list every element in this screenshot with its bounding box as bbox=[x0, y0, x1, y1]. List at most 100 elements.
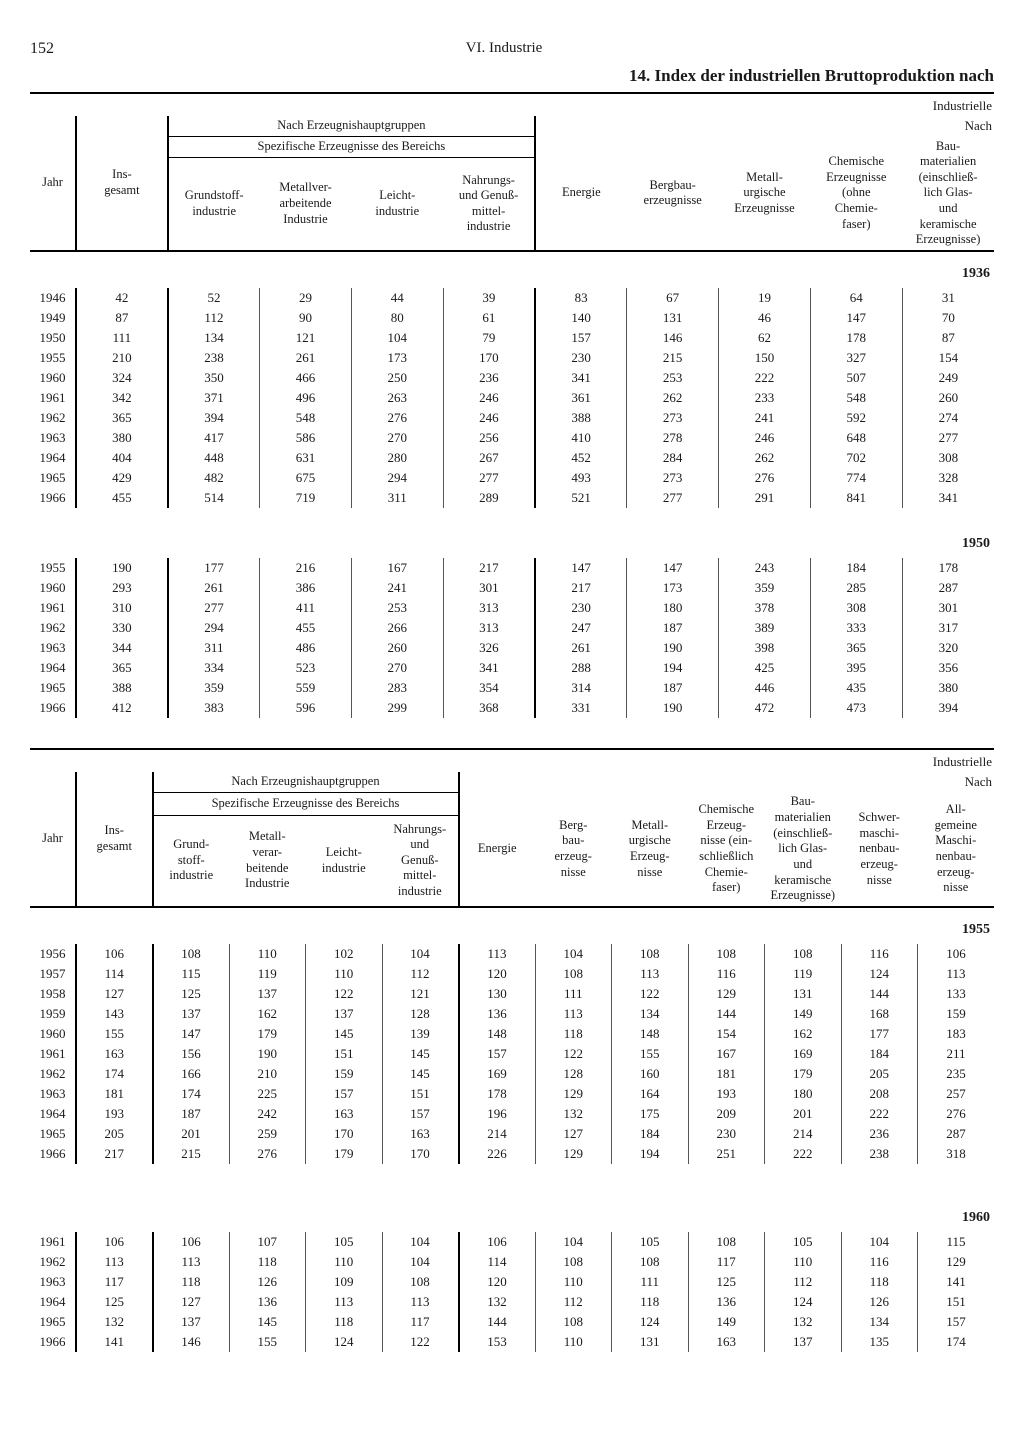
cell-value: 120 bbox=[459, 964, 536, 984]
cell-value: 113 bbox=[153, 1252, 230, 1272]
cell-value: 148 bbox=[459, 1024, 536, 1044]
cell-value: 308 bbox=[810, 598, 902, 618]
cell-value: 162 bbox=[229, 1004, 306, 1024]
base-year: 1950 bbox=[30, 526, 994, 558]
hdr-energie: Energie bbox=[535, 137, 627, 251]
hdr-leicht: Leicht-industrie bbox=[351, 157, 443, 251]
cell-value: 104 bbox=[535, 944, 612, 964]
cell-value: 113 bbox=[76, 1252, 153, 1272]
cell-value: 151 bbox=[306, 1044, 383, 1064]
table-row: 1958127125137122121130111122129131144133 bbox=[30, 984, 994, 1004]
table-row: 1961342371496263246361262233548260 bbox=[30, 388, 994, 408]
cell-year: 1961 bbox=[30, 388, 76, 408]
cell-value: 107 bbox=[229, 1232, 306, 1252]
cell-value: 194 bbox=[627, 658, 719, 678]
page-number: 152 bbox=[30, 40, 54, 58]
cell-value: 133 bbox=[918, 984, 995, 1004]
cell-value: 135 bbox=[841, 1332, 918, 1352]
table-row: 1962174166210159145169128160181179205235 bbox=[30, 1064, 994, 1084]
cell-value: 299 bbox=[351, 698, 443, 718]
cell-value: 187 bbox=[627, 618, 719, 638]
table-row: 1961310277411253313230180378308301 bbox=[30, 598, 994, 618]
cell-value: 122 bbox=[306, 984, 383, 1004]
cell-value: 217 bbox=[535, 578, 627, 598]
cell-value: 104 bbox=[351, 328, 443, 348]
cell-value: 80 bbox=[351, 308, 443, 328]
cell-value: 163 bbox=[382, 1124, 459, 1144]
cell-value: 216 bbox=[260, 558, 352, 578]
cell-value: 276 bbox=[719, 468, 811, 488]
cell-year: 1965 bbox=[30, 678, 76, 698]
cell-value: 108 bbox=[688, 944, 765, 964]
cell-value: 592 bbox=[810, 408, 902, 428]
cell-value: 46 bbox=[719, 308, 811, 328]
cell-value: 163 bbox=[306, 1104, 383, 1124]
cell-value: 118 bbox=[306, 1312, 383, 1332]
cell-value: 201 bbox=[765, 1104, 842, 1124]
hdr-nach: Nach bbox=[459, 772, 995, 792]
cell-value: 175 bbox=[612, 1104, 689, 1124]
cell-value: 263 bbox=[351, 388, 443, 408]
cell-value: 128 bbox=[382, 1004, 459, 1024]
cell-value: 514 bbox=[168, 488, 260, 508]
cell-value: 163 bbox=[688, 1332, 765, 1352]
cell-year: 1961 bbox=[30, 1044, 76, 1064]
cell-year: 1966 bbox=[30, 488, 76, 508]
cell-value: 217 bbox=[443, 558, 535, 578]
hdr-spezifische: Spezifische Erzeugnisse des Bereichs bbox=[168, 137, 535, 158]
cell-value: 151 bbox=[918, 1292, 995, 1312]
cell-value: 596 bbox=[260, 698, 352, 718]
cell-value: 119 bbox=[229, 964, 306, 984]
cell-value: 127 bbox=[76, 984, 153, 1004]
cell-value: 241 bbox=[351, 578, 443, 598]
hdr-nahrung2: Nahrungs-undGenuß-mittel-industrie bbox=[382, 815, 459, 907]
cell-value: 398 bbox=[719, 638, 811, 658]
cell-value: 126 bbox=[229, 1272, 306, 1292]
cell-value: 116 bbox=[841, 944, 918, 964]
hdr-allg: All-gemeineMaschi-nenbau-erzeug-nisse bbox=[918, 792, 995, 906]
cell-year: 1963 bbox=[30, 1272, 76, 1292]
cell-value: 156 bbox=[153, 1044, 230, 1064]
cell-value: 159 bbox=[918, 1004, 995, 1024]
cell-value: 273 bbox=[627, 468, 719, 488]
cell-value: 105 bbox=[765, 1232, 842, 1252]
cell-value: 117 bbox=[382, 1312, 459, 1332]
hdr-chemische: ChemischeErzeugnisse(ohneChemie-faser) bbox=[810, 137, 902, 251]
cell-value: 145 bbox=[306, 1024, 383, 1044]
cell-value: 112 bbox=[535, 1292, 612, 1312]
cell-value: 260 bbox=[351, 638, 443, 658]
table-row: 1961163156190151145157122155167169184211 bbox=[30, 1044, 994, 1064]
hdr-nach-gruppen: Nach Erzeugnishauptgruppen bbox=[153, 772, 459, 792]
cell-value: 179 bbox=[306, 1144, 383, 1164]
cell-value: 102 bbox=[306, 944, 383, 964]
cell-value: 124 bbox=[612, 1312, 689, 1332]
cell-value: 238 bbox=[841, 1144, 918, 1164]
cell-value: 108 bbox=[535, 1252, 612, 1272]
cell-value: 140 bbox=[535, 308, 627, 328]
cell-year: 1965 bbox=[30, 468, 76, 488]
cell-value: 230 bbox=[688, 1124, 765, 1144]
cell-value: 112 bbox=[382, 964, 459, 984]
cell-value: 383 bbox=[168, 698, 260, 718]
cell-value: 29 bbox=[260, 288, 352, 308]
cell-year: 1961 bbox=[30, 598, 76, 618]
cell-value: 155 bbox=[76, 1024, 153, 1044]
cell-value: 193 bbox=[688, 1084, 765, 1104]
table-row: 1956106108110102104113104108108108116106 bbox=[30, 944, 994, 964]
cell-value: 222 bbox=[765, 1144, 842, 1164]
cell-value: 324 bbox=[76, 368, 168, 388]
cell-value: 116 bbox=[688, 964, 765, 984]
cell-value: 256 bbox=[443, 428, 535, 448]
cell-value: 217 bbox=[76, 1144, 153, 1164]
table-row: 1964193187242163157196132175209201222276 bbox=[30, 1104, 994, 1124]
cell-value: 110 bbox=[306, 964, 383, 984]
cell-value: 131 bbox=[765, 984, 842, 1004]
cell-value: 151 bbox=[382, 1084, 459, 1104]
table-row: 1965205201259170163214127184230214236287 bbox=[30, 1124, 994, 1144]
cell-value: 146 bbox=[627, 328, 719, 348]
cell-value: 170 bbox=[382, 1144, 459, 1164]
cell-value: 342 bbox=[76, 388, 168, 408]
cell-value: 104 bbox=[382, 1252, 459, 1272]
cell-value: 277 bbox=[627, 488, 719, 508]
hdr-nach: Nach bbox=[535, 116, 994, 136]
